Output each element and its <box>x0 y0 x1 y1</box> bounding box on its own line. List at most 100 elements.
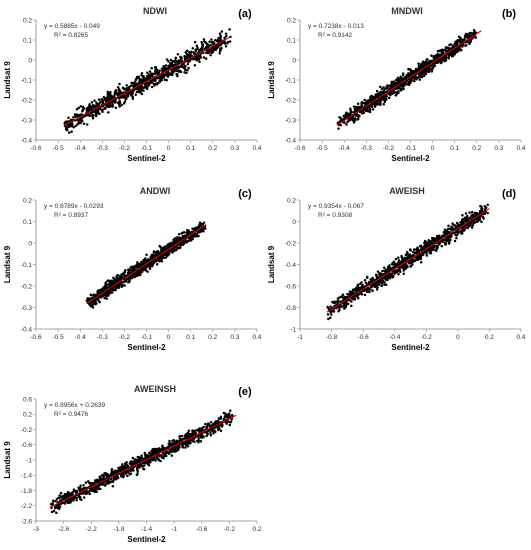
data-point <box>402 269 405 272</box>
data-point <box>136 469 139 473</box>
data-point <box>383 100 387 104</box>
data-point <box>87 106 91 110</box>
y-tick-label: -0.1 <box>21 262 33 269</box>
data-point <box>84 492 87 496</box>
data-point <box>160 447 164 450</box>
data-point <box>186 231 190 235</box>
data-point <box>419 248 423 252</box>
x-tick-label: -0.1 <box>141 145 153 152</box>
data-point <box>345 113 348 117</box>
data-point <box>202 56 206 59</box>
x-tick-label: 0 <box>167 145 171 152</box>
data-point <box>179 65 183 68</box>
data-point <box>114 288 117 292</box>
y-tick-label: 0.2 <box>287 17 296 24</box>
data-point <box>456 40 459 43</box>
data-point <box>90 105 94 108</box>
data-point <box>118 105 121 108</box>
data-point <box>126 93 130 96</box>
data-point <box>194 50 198 53</box>
data-point <box>358 106 361 109</box>
x-tick-label: 0 <box>456 334 460 341</box>
y-tick-label: -0.3 <box>21 117 33 124</box>
x-tick-label: 0.2 <box>208 334 217 341</box>
data-point <box>88 492 91 496</box>
data-point <box>444 243 447 246</box>
panel-label: (b) <box>502 8 516 20</box>
data-point <box>193 40 197 44</box>
data-point <box>470 210 474 214</box>
panel-label: (d) <box>502 188 516 200</box>
data-point <box>87 113 91 116</box>
data-point <box>355 106 359 109</box>
data-point <box>409 265 412 268</box>
data-point <box>376 270 380 273</box>
y-tick-label: -0.4 <box>21 326 33 333</box>
data-point <box>431 67 434 71</box>
panel-1: NDWI (a)-0.4-0.3-0.2-0.100.10.2-0.6 -0.5 -0… <box>3 6 262 163</box>
data-point <box>345 123 348 126</box>
data-point <box>454 40 457 44</box>
data-point <box>429 240 433 243</box>
data-point <box>78 118 81 121</box>
data-point <box>409 80 413 83</box>
data-point <box>82 496 86 499</box>
data-point <box>405 73 409 77</box>
r-squared-label: R² = 0.8937 <box>54 212 89 219</box>
data-point <box>110 468 114 471</box>
data-point <box>111 101 114 104</box>
data-point <box>164 64 168 67</box>
data-point <box>375 288 379 291</box>
data-point <box>388 264 391 267</box>
data-point <box>449 227 452 231</box>
data-point <box>154 68 157 71</box>
data-point <box>140 454 143 457</box>
data-point <box>120 284 124 288</box>
data-point <box>130 460 133 463</box>
data-point <box>340 295 344 299</box>
data-point <box>172 249 176 252</box>
data-point <box>165 58 169 61</box>
data-point <box>98 288 102 292</box>
data-point <box>326 305 329 309</box>
data-point <box>182 437 186 441</box>
data-point <box>422 64 426 68</box>
y-tick-label: -0.4 <box>285 262 297 269</box>
data-point <box>379 85 382 89</box>
data-point <box>428 60 432 64</box>
data-point <box>109 101 112 104</box>
data-point <box>188 59 191 63</box>
data-point <box>167 452 171 456</box>
data-point <box>68 131 71 134</box>
data-point <box>331 301 335 304</box>
data-point <box>103 296 106 300</box>
data-point <box>197 57 201 61</box>
data-point <box>486 203 489 206</box>
data-point <box>103 106 107 109</box>
data-point <box>184 240 188 244</box>
y-tick-label: -2.6 <box>21 518 33 525</box>
data-point <box>219 417 222 420</box>
data-point <box>212 431 215 435</box>
data-point <box>80 118 83 122</box>
data-point <box>382 103 385 106</box>
data-point <box>122 96 126 99</box>
data-point <box>437 234 441 238</box>
data-point <box>435 247 439 250</box>
data-point <box>191 429 194 432</box>
data-point <box>91 488 94 492</box>
data-point <box>118 275 121 278</box>
data-point <box>392 260 396 263</box>
data-point <box>186 431 190 434</box>
data-point <box>378 272 382 275</box>
data-point <box>145 253 148 257</box>
data-point <box>398 79 402 82</box>
data-point <box>186 69 189 72</box>
data-point <box>337 127 340 130</box>
panel-4: AWEISH (d)-1-0.8-0.6-0.4-0.200.2-1 -0.8 -0.… <box>267 186 526 352</box>
data-point <box>77 106 81 110</box>
data-point <box>210 38 213 41</box>
data-point <box>168 439 171 443</box>
data-point <box>210 41 214 44</box>
x-axis-label: Sentinel-2 <box>127 154 166 163</box>
